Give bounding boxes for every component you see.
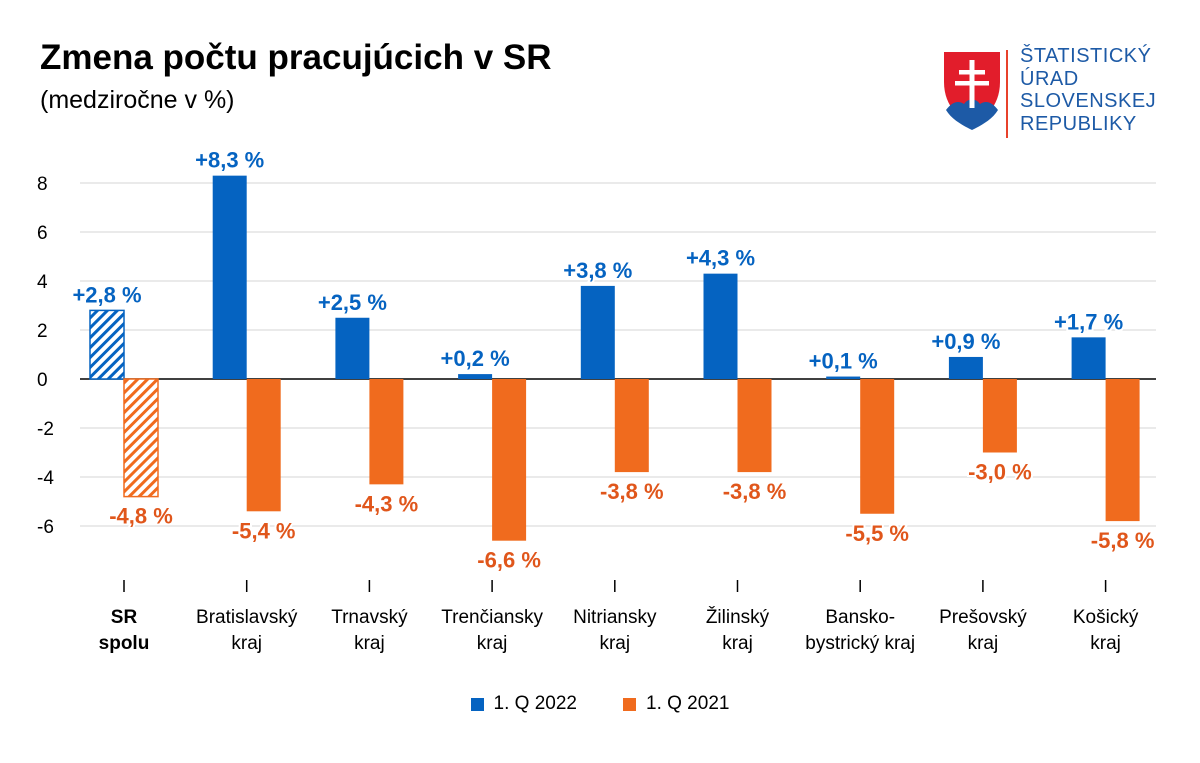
data-label-2021: -3,8 %: [600, 479, 664, 504]
bar-2022: [89, 309, 125, 380]
data-label-2022: +2,5 %: [318, 290, 387, 315]
bar-2021: [369, 379, 404, 485]
y-tick-label: 2: [37, 321, 48, 342]
legend-label-2022: 1. Q 2022: [493, 693, 577, 714]
logo-line: ŠTATISTICKÝ: [1020, 45, 1152, 67]
x-tick-label: kraj: [477, 633, 508, 654]
logo-divider: [1006, 50, 1008, 138]
x-tick-label: kraj: [968, 633, 999, 654]
logo-line: SLOVENSKEJ: [1020, 90, 1157, 112]
x-tick-label: Bansko-: [825, 607, 895, 628]
y-tick-label: 4: [37, 272, 48, 293]
bar-2021: [614, 379, 649, 473]
bar-2022: [335, 317, 370, 379]
data-label-2022: +0,2 %: [441, 346, 510, 371]
data-label-2021: -4,3 %: [355, 491, 419, 516]
bar-2022: [458, 374, 493, 379]
x-tick-label: Trenčiansky: [441, 607, 543, 628]
bar-2022: [580, 285, 615, 379]
chart-title: Zmena počtu pracujúcich v SR: [40, 38, 552, 77]
bar-2022: [212, 175, 247, 379]
x-tick-label: Trnavský: [331, 607, 408, 628]
data-label-2022: +8,3 %: [195, 148, 264, 173]
logo-line: ÚRAD: [1020, 67, 1079, 90]
bar-2021: [246, 379, 281, 512]
x-tick-label: Košický: [1073, 607, 1139, 628]
bar-2021: [737, 379, 772, 473]
bar-2022: [703, 273, 738, 379]
x-tick-label: Bratislavský: [196, 607, 298, 628]
data-label-2021: -3,8 %: [723, 479, 787, 504]
bar-2022: [1071, 337, 1106, 379]
logo-line: REPUBLIKY: [1020, 112, 1137, 135]
y-tick-label: -6: [37, 517, 54, 538]
bar-2021: [492, 379, 527, 541]
x-tick-label: kraj: [599, 633, 630, 654]
logo-text: ŠTATISTICKÝ ÚRAD SLOVENSKEJ REPUBLIKY: [1020, 45, 1156, 135]
chart-subtitle: (medziročne v %): [40, 86, 235, 114]
legend-item-2021: 1. Q 2021: [623, 693, 729, 715]
x-tick-label: SR: [111, 607, 138, 628]
x-tick-label: spolu: [99, 633, 150, 654]
data-label-2021: -5,5 %: [845, 521, 909, 546]
logo-coat-of-arms-icon: [944, 52, 1000, 130]
legend-swatch-2021: [623, 697, 636, 711]
bar-chart: 8 6 4 2 0 -2 -4 -6 +2,8 % -4,8 % SR spolu +8,3 % -5,4…: [37, 146, 1156, 654]
x-tick-label: kraj: [231, 633, 262, 654]
bar-2021: [1105, 379, 1140, 522]
legend-item-2022: 1. Q 2022: [470, 693, 577, 715]
y-tick-label: 6: [37, 223, 48, 244]
x-tick-label: kraj: [354, 633, 385, 654]
data-label-2021: -3,0 %: [968, 460, 1032, 485]
x-tick-label: kraj: [1090, 633, 1121, 654]
bar-2021: [860, 379, 895, 514]
data-label-2022: +1,7 %: [1054, 309, 1123, 334]
y-tick-label: 0: [37, 370, 48, 391]
x-tick-label: kraj: [722, 633, 753, 654]
x-tick-label: Prešovský: [939, 607, 1027, 628]
bar-2021: [982, 379, 1017, 453]
data-label-2022: +4,3 %: [686, 246, 755, 271]
legend-label-2021: 1. Q 2021: [646, 693, 730, 714]
data-label-2021: -6,6 %: [477, 548, 541, 573]
data-label-2022: +0,1 %: [809, 349, 878, 374]
bar-2022: [826, 376, 861, 379]
data-label-2021: -4,8 %: [109, 504, 173, 529]
data-label-2021: -5,4 %: [232, 518, 296, 543]
data-label-2021: -5,8 %: [1091, 528, 1155, 553]
data-label-2022: +3,8 %: [563, 258, 632, 283]
data-label-2022: +2,8 %: [72, 282, 141, 307]
x-tick-label: bystrický kraj: [805, 633, 915, 654]
chart-legend: 1. Q 2022 1. Q 2021: [0, 693, 1200, 715]
x-tick-label: Nitriansky: [573, 607, 657, 628]
data-label-2022: +0,9 %: [931, 329, 1000, 354]
y-tick-label: -4: [37, 468, 54, 489]
y-tick-label: -2: [37, 419, 54, 440]
bar-2021: [123, 378, 159, 498]
legend-swatch-2022: [470, 697, 484, 711]
x-tick-label: Žilinský: [706, 606, 770, 628]
bar-2022: [948, 356, 983, 379]
y-tick-label: 8: [37, 174, 48, 195]
